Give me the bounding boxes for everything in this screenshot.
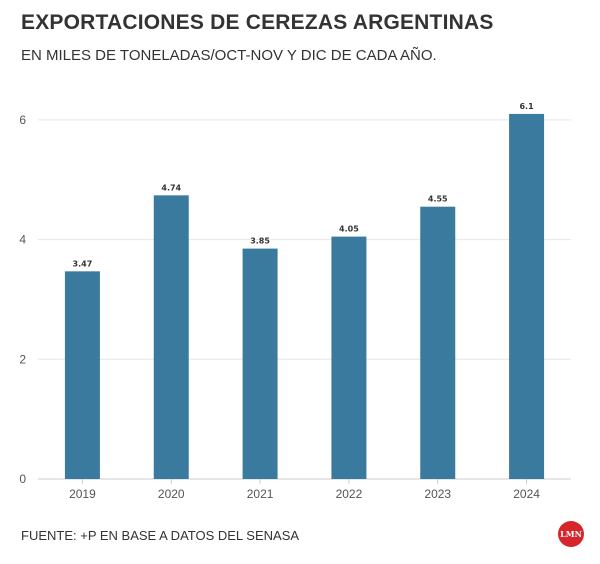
y-tick-label: 6 — [19, 113, 26, 127]
x-tick-label: 2021 — [247, 487, 274, 501]
logo-circle — [558, 521, 584, 547]
x-tick-label: 2022 — [336, 487, 363, 501]
x-tick-label: 2023 — [424, 487, 451, 501]
data-label: 3.47 — [73, 259, 93, 268]
lmn-logo: LMN — [558, 521, 584, 547]
bar — [420, 206, 456, 479]
x-tick-label: 2019 — [69, 487, 96, 501]
bar — [242, 248, 278, 479]
bar — [509, 113, 545, 479]
chart-title: EXPORTACIONES DE CEREZAS ARGENTINAS — [21, 11, 494, 34]
x-tick-label: 2024 — [513, 487, 540, 501]
x-tick-label: 2020 — [158, 487, 185, 501]
data-label: 4.05 — [339, 225, 359, 234]
bar — [64, 271, 100, 479]
data-label: 6.1 — [519, 102, 534, 111]
y-tick-label: 4 — [19, 233, 26, 247]
y-tick-label: 0 — [19, 472, 26, 486]
data-label: 3.85 — [250, 237, 270, 246]
y-tick-label: 2 — [19, 352, 26, 366]
bar — [331, 236, 367, 479]
data-label: 4.74 — [161, 183, 181, 192]
logo-text: LMN — [560, 529, 582, 539]
source-note: FUENTE: +P EN BASE A DATOS DEL SENASA — [21, 528, 300, 543]
chart-subtitle: EN MILES DE TONELADAS/OCT-NOV Y DIC DE C… — [21, 47, 437, 64]
bar — [153, 195, 189, 479]
data-label: 4.55 — [428, 195, 448, 204]
bar-chart: 0 2 4 6 3.47 2019 4.74 2020 3.85 2021 4.05 2022 4.55… — [19, 102, 571, 501]
